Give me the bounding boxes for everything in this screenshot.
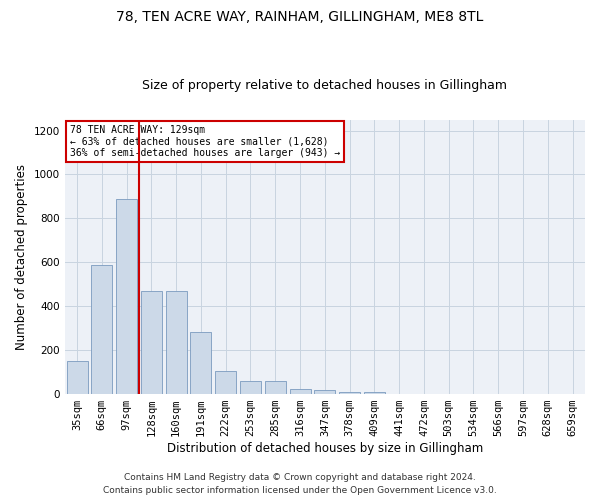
Text: 78 TEN ACRE WAY: 129sqm
← 63% of detached houses are smaller (1,628)
36% of semi: 78 TEN ACRE WAY: 129sqm ← 63% of detache… <box>70 125 340 158</box>
Text: 78, TEN ACRE WAY, RAINHAM, GILLINGHAM, ME8 8TL: 78, TEN ACRE WAY, RAINHAM, GILLINGHAM, M… <box>116 10 484 24</box>
Bar <box>190 332 211 394</box>
Title: Size of property relative to detached houses in Gillingham: Size of property relative to detached ho… <box>142 79 508 92</box>
Text: Contains HM Land Registry data © Crown copyright and database right 2024.
Contai: Contains HM Land Registry data © Crown c… <box>103 474 497 495</box>
X-axis label: Distribution of detached houses by size in Gillingham: Distribution of detached houses by size … <box>167 442 483 455</box>
Bar <box>265 382 286 394</box>
Bar <box>91 264 112 394</box>
Bar <box>166 291 187 394</box>
Y-axis label: Number of detached properties: Number of detached properties <box>15 164 28 350</box>
Bar <box>67 360 88 394</box>
Bar <box>116 198 137 394</box>
Bar <box>215 371 236 394</box>
Bar <box>364 392 385 394</box>
Bar <box>339 392 360 394</box>
Bar <box>141 291 162 394</box>
Bar <box>314 390 335 394</box>
Bar <box>240 381 261 394</box>
Bar <box>290 388 311 394</box>
